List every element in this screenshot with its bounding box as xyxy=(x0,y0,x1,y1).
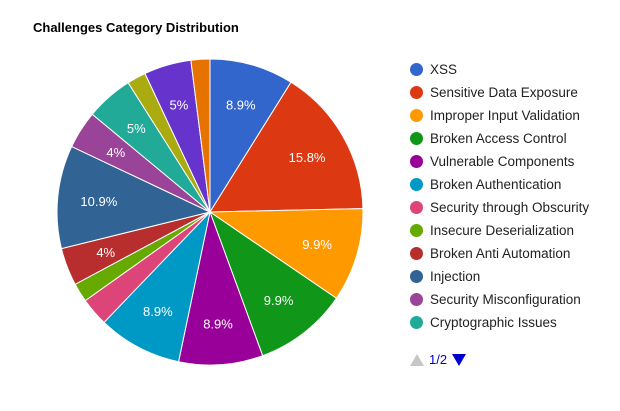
legend-swatch xyxy=(410,155,423,168)
legend-label: Injection xyxy=(430,269,481,284)
slice-label: 4% xyxy=(106,145,125,160)
legend: XSS Sensitive Data Exposure Improper Input… xyxy=(410,58,589,334)
legend-swatch xyxy=(410,201,423,214)
legend-item[interactable]: Injection xyxy=(410,265,589,288)
legend-label: XSS xyxy=(430,62,458,77)
slice-label: 5% xyxy=(127,121,146,136)
legend-label: Insecure Deserialization xyxy=(430,223,575,238)
legend-label: Broken Access Control xyxy=(430,131,567,146)
slice-label: 9.9% xyxy=(264,293,294,308)
legend-item[interactable]: Broken Access Control xyxy=(410,127,589,150)
legend-swatch xyxy=(410,132,423,145)
legend-swatch xyxy=(410,109,423,122)
pie-slice[interactable] xyxy=(209,81,364,213)
chart-title: Challenges Category Distribution xyxy=(33,20,239,35)
pie-slice[interactable] xyxy=(208,208,364,299)
legend-item[interactable]: Improper Input Validation xyxy=(410,104,589,127)
legend-item[interactable]: Broken Anti Automation xyxy=(410,242,589,265)
legend-label: Cryptographic Issues xyxy=(430,315,557,330)
legend-swatch xyxy=(410,86,423,99)
pie-slice[interactable] xyxy=(208,210,338,357)
legend-label: Security through Obscurity xyxy=(430,200,590,215)
legend-label: Improper Input Validation xyxy=(430,108,580,123)
legend-swatch xyxy=(410,63,423,76)
pie-slice[interactable] xyxy=(103,210,211,363)
legend-item[interactable]: Cryptographic Issues xyxy=(410,311,589,334)
slice-label: 10.9% xyxy=(80,194,117,209)
legend-swatch xyxy=(410,316,423,329)
legend-label: Security Misconfiguration xyxy=(430,292,581,307)
legend-label: Vulnerable Components xyxy=(430,154,575,169)
legend-label: Broken Authentication xyxy=(430,177,562,192)
legend-item[interactable]: Broken Authentication xyxy=(410,173,589,196)
legend-item[interactable]: Sensitive Data Exposure xyxy=(410,81,589,104)
pie-slice[interactable] xyxy=(56,145,212,250)
pie-slice[interactable] xyxy=(177,210,264,366)
slice-label: 9.9% xyxy=(302,237,332,252)
legend-swatch xyxy=(410,270,423,283)
legend-item[interactable]: Security Misconfiguration xyxy=(410,288,589,311)
slice-label: 8.9% xyxy=(203,316,233,331)
slice-label: 5% xyxy=(170,98,189,113)
legend-item[interactable]: Vulnerable Components xyxy=(410,150,589,173)
legend-swatch xyxy=(410,178,423,191)
pie-slice[interactable] xyxy=(209,58,292,214)
legend-item[interactable]: Insecure Deserialization xyxy=(410,219,589,242)
legend-item[interactable]: XSS xyxy=(410,58,589,81)
legend-pager: 1/2 xyxy=(410,352,467,367)
previous-page-icon xyxy=(410,353,424,366)
legend-label: Broken Anti Automation xyxy=(430,246,571,261)
slice-label: 8.9% xyxy=(143,304,173,319)
legend-item[interactable]: Security through Obscurity xyxy=(410,196,589,219)
pie-slice[interactable] xyxy=(190,58,211,213)
legend-swatch xyxy=(410,293,423,306)
next-page-icon[interactable] xyxy=(452,353,467,366)
page-indicator: 1/2 xyxy=(429,352,448,367)
legend-label: Sensitive Data Exposure xyxy=(430,85,578,100)
slice-label: 4% xyxy=(96,245,115,260)
slice-label: 8.9% xyxy=(226,98,256,113)
slice-label: 15.8% xyxy=(289,150,326,165)
legend-swatch xyxy=(410,224,423,237)
legend-swatch xyxy=(410,247,423,260)
